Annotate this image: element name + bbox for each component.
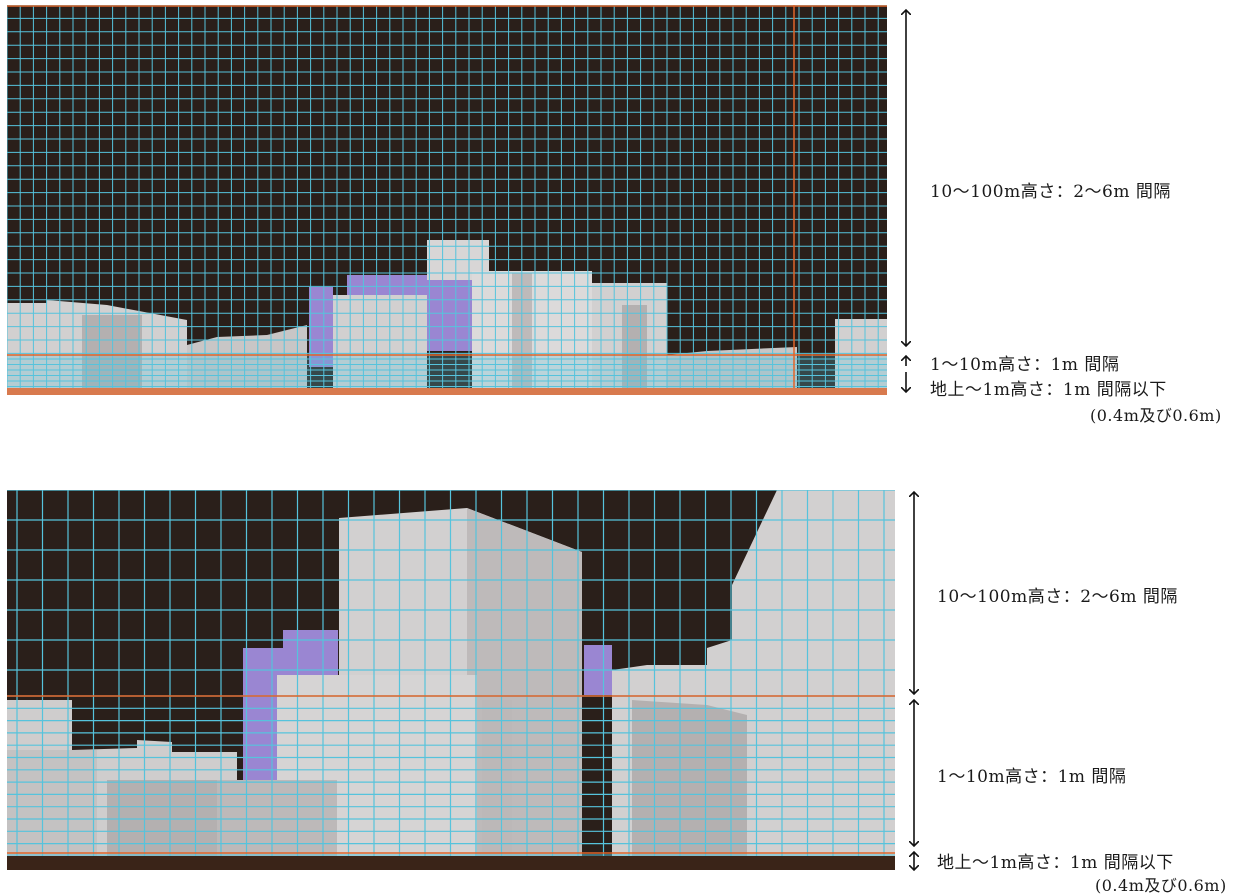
building-center-low-shadow bbox=[482, 700, 512, 870]
building-highlight-step bbox=[283, 630, 338, 675]
building-left-shadow bbox=[7, 750, 97, 870]
mesh-grid-top bbox=[7, 5, 887, 389]
top-mesh-panel bbox=[7, 5, 887, 395]
lower-band-overlay bbox=[7, 355, 887, 389]
label-bottom-middle: 1～10m高さ：1m 間隔 bbox=[937, 767, 1127, 787]
building-right-shadow bbox=[632, 700, 747, 870]
ground-strip-top bbox=[7, 388, 887, 395]
label-top-lower-note: (0.4m及び0.6m) bbox=[1090, 406, 1222, 425]
building-mid-left bbox=[187, 325, 307, 395]
label-bottom-lower-note: (0.4m及び0.6m) bbox=[1095, 876, 1227, 895]
label-top-lower: 地上～1m高さ：1m 間隔以下 bbox=[930, 380, 1167, 400]
bottom-mesh-figure bbox=[7, 490, 895, 870]
bottom-mesh-panel bbox=[7, 490, 895, 870]
label-top-upper: 10～100m高さ：2～6m 間隔 bbox=[930, 182, 1171, 202]
mesh-grid-bottom bbox=[7, 490, 895, 870]
top-mesh-figure bbox=[7, 5, 887, 395]
label-bottom-lower: 地上～1m高さ：1m 間隔以下 bbox=[937, 853, 1174, 873]
building-right-shadow bbox=[622, 305, 647, 395]
ground-strip-bottom bbox=[7, 856, 895, 870]
label-bottom-upper: 10～100m高さ：2～6m 間隔 bbox=[937, 587, 1178, 607]
label-top-middle: 1～10m高さ：1m 間隔 bbox=[930, 355, 1120, 375]
building-center-shadow bbox=[347, 295, 427, 351]
